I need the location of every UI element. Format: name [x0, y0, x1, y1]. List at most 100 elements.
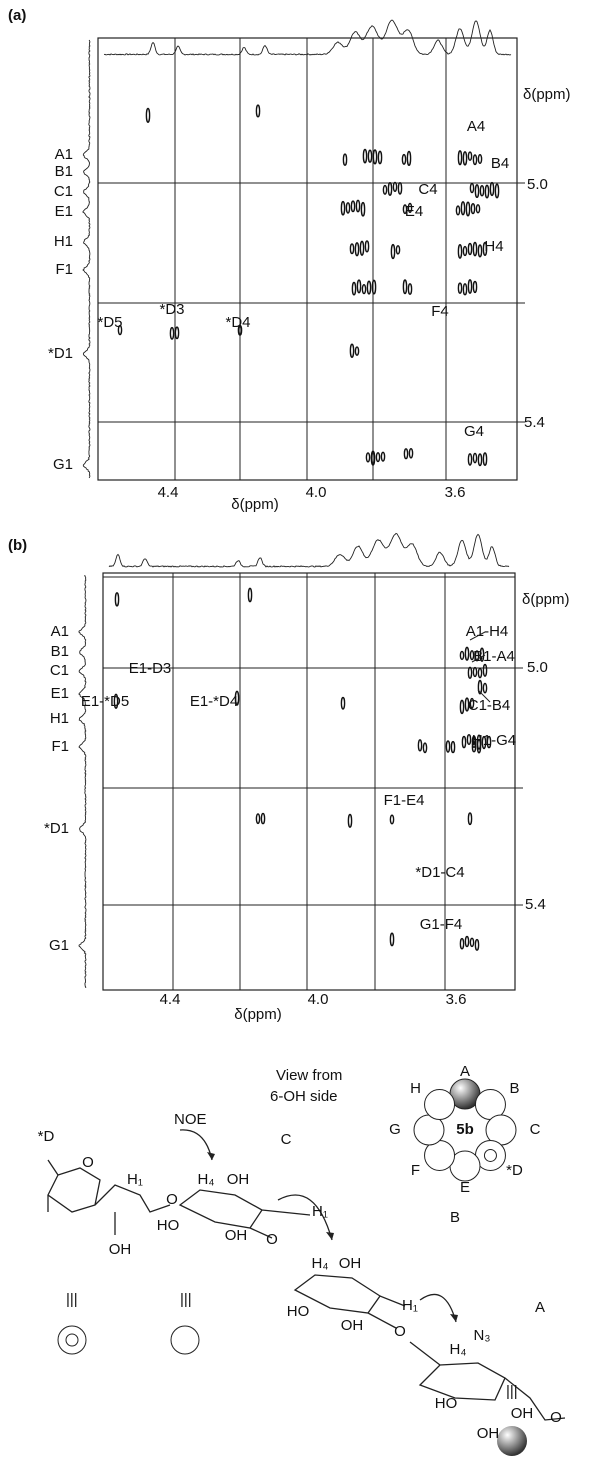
- cross-peak: [370, 450, 376, 466]
- spectrum-trace: [108, 532, 510, 568]
- scheme: View from 6-OH side NOE ||| ||| ||| A B C *…: [38, 1063, 566, 1456]
- cross-peak: [477, 667, 483, 679]
- cross-peak: [459, 650, 465, 661]
- cross-peak: [479, 647, 485, 662]
- ring-label: H: [410, 1080, 421, 1097]
- cross-peak: [476, 739, 482, 754]
- cross-peak: [350, 200, 356, 213]
- cross-peak: [260, 812, 266, 825]
- cross-peak: [466, 733, 472, 746]
- peak-label: A1-H4: [466, 623, 509, 640]
- cross-peak: [469, 182, 475, 194]
- cross-peak: [469, 650, 475, 661]
- cross-peak: [477, 453, 483, 467]
- noe-arrow: [419, 1293, 457, 1323]
- atom-label: HO: [287, 1303, 310, 1320]
- compound-label: 5b: [456, 1121, 474, 1138]
- atom-label: H₁: [402, 1297, 418, 1314]
- cross-peak: [372, 149, 378, 165]
- ring-unit: [424, 1089, 456, 1121]
- x-tick-label: 4.4: [158, 484, 179, 501]
- spectrum-trace: [82, 39, 91, 479]
- peak-label: A4: [467, 118, 485, 135]
- peak-label: G4: [464, 423, 484, 440]
- frame: [102, 572, 516, 991]
- cross-peak: [117, 324, 123, 336]
- atom-label: OH: [477, 1425, 500, 1442]
- cross-peak: [114, 592, 120, 607]
- y-axis-label: δ(ppm): [522, 591, 570, 608]
- ring-c: [178, 1189, 311, 1239]
- cross-peak: [459, 699, 465, 715]
- residue-label: A: [535, 1299, 545, 1316]
- cross-peak: [467, 666, 473, 679]
- row-label: B1: [51, 643, 69, 660]
- cross-peak: [467, 242, 473, 256]
- view-note: 6-OH side: [270, 1088, 338, 1105]
- atom-label: N₃: [474, 1327, 491, 1344]
- cross-peak: [475, 204, 481, 214]
- cross-peak: [392, 181, 398, 193]
- row-label: A1: [55, 146, 73, 163]
- atom-label: OH: [341, 1317, 364, 1334]
- cross-peak: [255, 813, 261, 825]
- arrow-head: [450, 1314, 458, 1322]
- x-tick-label: 3.6: [445, 484, 466, 501]
- cross-peak: [360, 201, 366, 217]
- cross-peak: [467, 453, 473, 466]
- cross-peak: [482, 241, 488, 256]
- peak-label: B4: [491, 155, 509, 172]
- cross-peak: [402, 279, 408, 295]
- cross-peak: [472, 666, 478, 678]
- atom-label: OH: [511, 1405, 534, 1422]
- cross-peak: [174, 326, 180, 340]
- cross-peak: [351, 281, 357, 296]
- cross-peak: [406, 150, 412, 167]
- row-label: A1: [51, 623, 69, 640]
- cross-peak: [459, 937, 465, 950]
- cross-peak: [340, 200, 346, 216]
- cross-peak: [455, 205, 461, 216]
- peak-label: C4: [418, 181, 437, 198]
- cross-peak: [469, 697, 475, 709]
- noe-arrow: [179, 1129, 213, 1161]
- x-tick-label: 4.4: [160, 991, 181, 1008]
- ring-b: [293, 1274, 406, 1329]
- peak-label: H4: [484, 238, 503, 255]
- noe-arrow: [277, 1194, 333, 1241]
- cross-peak: [377, 150, 383, 165]
- cross-peak: [389, 932, 395, 947]
- row-label: B1: [55, 163, 73, 180]
- cross-peak: [467, 151, 473, 161]
- peak-label: E1-*D4: [190, 693, 238, 710]
- peak-label: *D1-C4: [415, 864, 464, 881]
- ring-d: [47, 1159, 171, 1235]
- cross-peak: [486, 735, 492, 749]
- peak-label: G1-F4: [420, 916, 463, 933]
- atom-label: O: [82, 1154, 94, 1171]
- cross-peak: [361, 284, 367, 295]
- peak-label: *D5: [97, 314, 122, 331]
- row-label: F1: [55, 261, 73, 278]
- row-label: H1: [54, 233, 73, 250]
- cross-peak: [469, 937, 475, 948]
- atom-label: H₄: [450, 1341, 467, 1358]
- ring-label: A: [460, 1063, 470, 1080]
- cross-peak: [237, 324, 243, 336]
- row-label: G1: [49, 937, 69, 954]
- cross-peak: [494, 183, 500, 199]
- ring-label: *D: [506, 1162, 523, 1179]
- atom-label: O: [394, 1323, 406, 1340]
- cross-peak: [375, 452, 381, 463]
- cross-peak: [382, 184, 388, 195]
- arrow-head: [207, 1152, 215, 1160]
- atom-label: H₄: [198, 1171, 215, 1188]
- equiv-mark: |||: [180, 1291, 192, 1308]
- cross-peak: [364, 240, 370, 253]
- residue-label: *D: [38, 1128, 55, 1145]
- cross-peak: [457, 150, 463, 166]
- peak-label: B1-A4: [473, 648, 515, 665]
- cross-peak: [464, 935, 470, 948]
- cross-peak: [402, 204, 408, 215]
